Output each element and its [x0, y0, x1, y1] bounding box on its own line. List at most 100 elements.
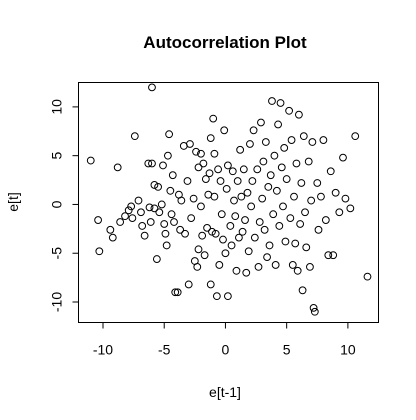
scatter-point	[275, 222, 284, 230]
scatter-point	[274, 120, 282, 129]
scatter-point	[194, 163, 203, 172]
scatter-point	[127, 202, 136, 211]
scatter-point	[209, 114, 218, 123]
y-tick-label: 5	[49, 152, 65, 160]
scatter-point	[138, 222, 147, 230]
scatter-point	[165, 130, 174, 139]
scatter-point	[310, 307, 319, 316]
x-axis: -10 -5 0 5 10	[93, 322, 356, 358]
scatter-point	[94, 216, 102, 224]
scatter-point	[331, 188, 340, 197]
scatter-point	[170, 218, 178, 226]
scatter-point	[232, 266, 241, 275]
scatter-point	[171, 288, 180, 297]
scatter-point	[210, 192, 219, 201]
scatter-point	[282, 175, 291, 183]
scatter-point	[277, 163, 286, 172]
scatter-point	[181, 229, 189, 238]
scatter-point	[363, 272, 372, 281]
scatter-point	[205, 169, 214, 178]
scatter-point	[197, 202, 205, 211]
x-tick-label: 10	[340, 342, 356, 358]
scatter-point	[150, 181, 159, 189]
scatter-point	[280, 143, 289, 152]
scatter-point	[148, 83, 156, 92]
scatter-point	[223, 161, 232, 170]
scatter-point	[248, 177, 257, 185]
scatter-point	[351, 132, 360, 141]
scatter-point	[260, 225, 269, 234]
scatter-point	[246, 140, 254, 148]
scatter-point	[288, 261, 297, 269]
scatter-point	[214, 165, 222, 174]
y-tick-label: -10	[49, 292, 65, 312]
x-tick-label: 5	[283, 342, 291, 358]
scatter-point	[236, 145, 245, 154]
scatter-point	[194, 245, 203, 254]
scatter-point	[216, 177, 225, 185]
scatter-point	[266, 171, 275, 180]
scatter-point	[145, 203, 154, 212]
scatter-point	[150, 204, 159, 213]
scatter-point	[298, 286, 307, 295]
scatter-point	[176, 225, 185, 234]
scatter-point	[162, 241, 171, 250]
scatter-point	[317, 192, 325, 201]
scatter-point	[261, 138, 270, 146]
scatter-point	[307, 196, 316, 205]
scatter-point	[329, 251, 338, 260]
scatter-point	[309, 303, 318, 312]
scatter-point	[259, 157, 268, 166]
scatter-point	[108, 233, 117, 242]
scatter-point	[299, 132, 308, 141]
scatter-point	[173, 288, 182, 297]
scatter-point	[346, 204, 355, 213]
scatter-point	[286, 214, 295, 223]
scatter-point	[212, 292, 221, 301]
scatter-point	[166, 186, 175, 195]
scatter-point	[159, 161, 167, 170]
scatter-point	[217, 210, 226, 219]
scatter-point	[206, 134, 215, 143]
scatter-point	[244, 247, 253, 256]
scatter-point	[304, 157, 313, 166]
x-axis-label: e[t-1]	[209, 384, 241, 400]
scatter-point	[193, 262, 202, 271]
scatter-point	[269, 210, 278, 219]
scatter-point	[186, 140, 194, 148]
plot-frame	[78, 82, 379, 323]
x-tick-label: 0	[222, 342, 230, 358]
scatter-point	[187, 214, 196, 223]
y-axis-label: e[t]	[5, 192, 21, 211]
scatter-point	[230, 196, 238, 205]
scatter-point	[249, 126, 258, 135]
scatter-point	[263, 253, 271, 262]
scatter-point	[148, 159, 156, 168]
scatter-point	[235, 233, 243, 242]
scatter-point	[258, 194, 267, 203]
scatter-point	[189, 194, 198, 203]
scatter-point	[239, 165, 248, 174]
scatter-point	[285, 106, 294, 115]
scatter-point	[254, 262, 263, 271]
scatter-point	[276, 99, 285, 107]
scatter-point	[223, 292, 232, 301]
scatter-point	[206, 280, 215, 289]
scatter-point	[242, 268, 251, 277]
scatter-point	[154, 182, 162, 191]
scatter-point	[167, 210, 176, 219]
scatter-point	[272, 186, 281, 195]
scatter-point	[341, 194, 350, 203]
scatter-point	[228, 167, 237, 176]
scatter-point	[221, 249, 230, 258]
scatter-point	[146, 218, 155, 226]
scatter-point	[222, 184, 231, 193]
scatter-point	[199, 159, 208, 168]
chart-title: Autocorrelation Plot	[143, 33, 307, 52]
y-tick-label: 10	[49, 99, 65, 115]
scatter-point	[302, 243, 311, 252]
scatter-point	[264, 182, 273, 191]
scatter-point	[113, 163, 122, 172]
